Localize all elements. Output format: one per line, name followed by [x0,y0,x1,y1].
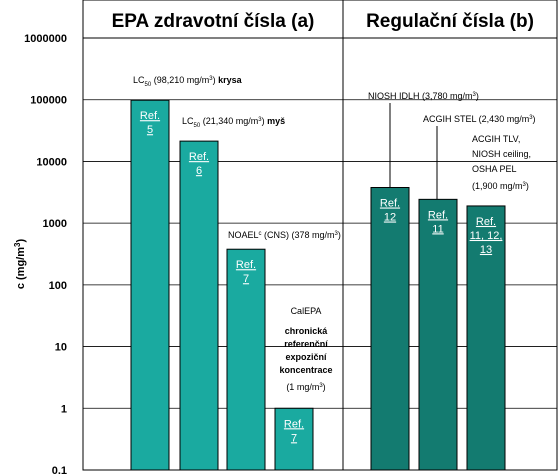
ref-link[interactable]: 7 [291,432,297,444]
ref-link[interactable]: 7 [243,273,249,285]
annotation: CalEPA [291,306,322,316]
bar [179,140,219,471]
y-tick-label: 100000 [30,95,67,107]
ref-link[interactable]: Ref. [284,418,304,430]
y-axis-label: c (mg/m3) [13,239,28,290]
bar [274,407,314,471]
bar [418,198,458,471]
ref-link[interactable]: 6 [196,165,202,177]
y-tick-label: 1000 [43,218,67,230]
annotation: ACGIH STEL (2,430 mg/m3) [423,114,536,124]
annotation: koncentrace [279,365,332,375]
ref-link[interactable]: 12 [384,212,396,224]
ref-link[interactable]: Ref. [428,209,448,221]
y-tick-label: 1000000 [24,33,67,45]
annotation: (1,900 mg/m3) [472,181,529,191]
panel-title: EPA zdravotní čísla (a) [112,11,315,32]
ref-link[interactable]: Ref. [236,259,256,271]
bar [466,205,506,471]
bar [226,248,266,471]
annotation: referenční [284,339,328,349]
bar [370,187,410,471]
annotation: chronická [285,326,329,336]
ref-link[interactable]: Ref. [380,198,400,210]
ref-link[interactable]: Ref. [189,151,209,163]
y-tick-label: 100 [49,280,67,292]
ref-link[interactable]: 11 [432,223,443,235]
annotation: expoziční [285,352,327,362]
annotation: NIOSH IDLH (3,780 mg/m3) [368,91,479,101]
annotation: LC50 (98,210 mg/m3) krysa [133,75,243,88]
annotation: NOAELc (CNS) (378 mg/m3) [228,230,341,240]
ref-link[interactable]: Ref. [476,216,496,228]
ref-link[interactable]: Ref. [140,110,160,122]
annotation: (1 mg/m3) [286,382,325,392]
annotation: LC50 (21,340 mg/m3) myš [182,116,285,129]
y-tick-label: 0.1 [52,465,67,474]
bar [130,99,170,471]
y-tick-label: 10 [55,342,67,354]
panel-title: Regulační čísla (b) [366,11,534,32]
ref-link[interactable]: 11, 12, [470,230,503,242]
annotation: NIOSH ceiling, [472,149,531,159]
ref-link[interactable]: 5 [147,124,153,136]
y-tick-label: 10000 [36,156,67,168]
annotation: OSHA PEL [472,164,517,174]
annotation: ACGIH TLV, [472,134,520,144]
ref-link[interactable]: 13 [480,244,492,256]
y-tick-label: 1 [61,403,67,415]
